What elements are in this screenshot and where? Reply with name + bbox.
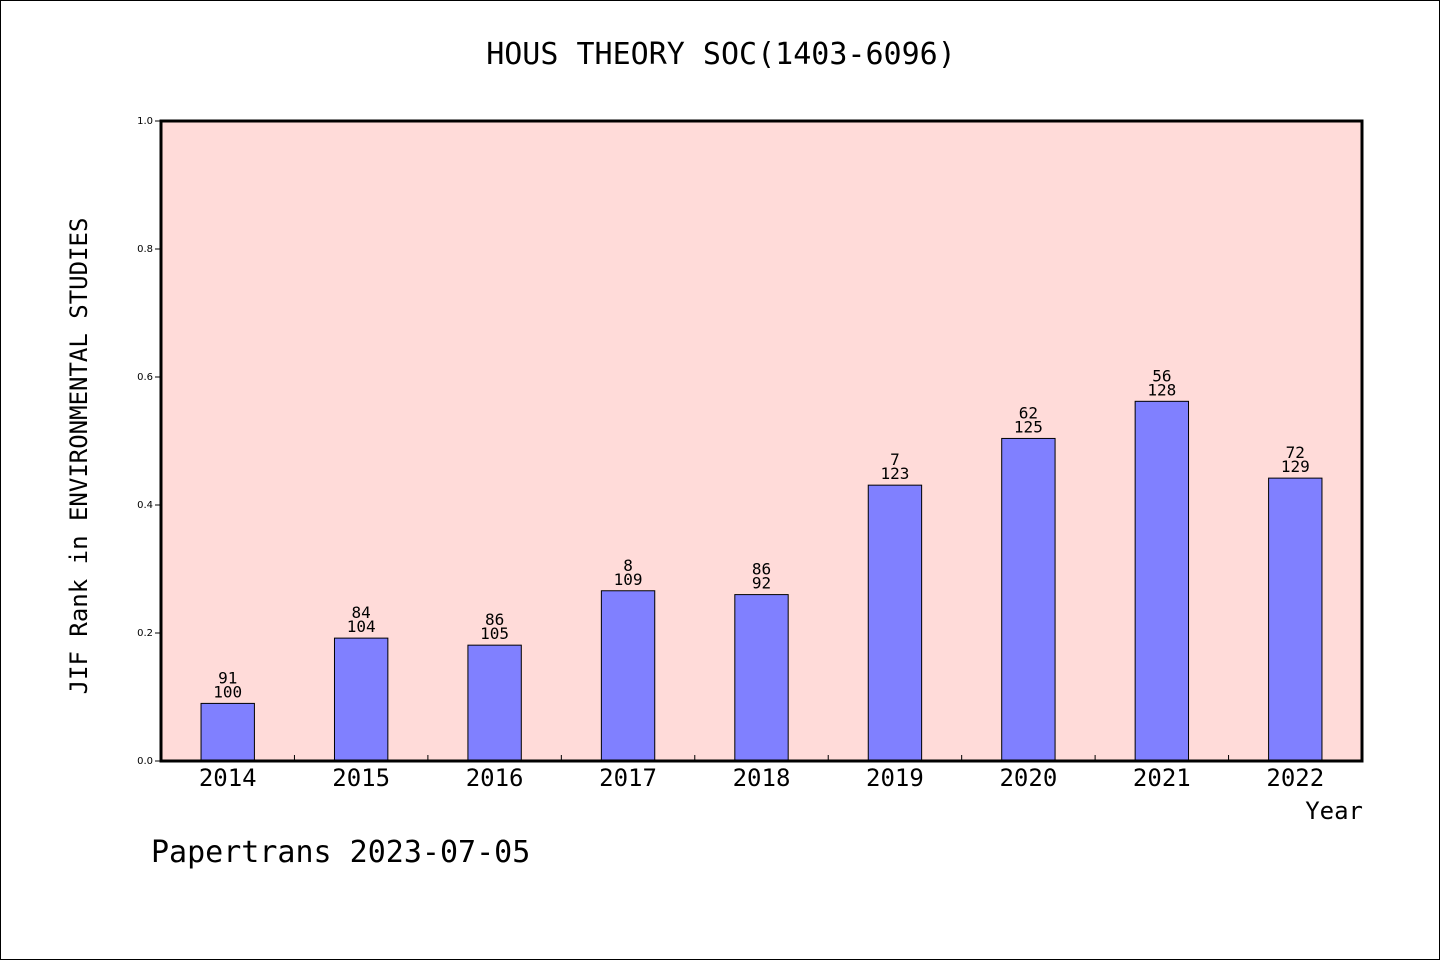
bar-total-label: 92 xyxy=(752,574,771,593)
bar-rank-label: 86 xyxy=(752,560,771,579)
bar-total-label: 125 xyxy=(1014,417,1043,436)
x-tick-label: 2017 xyxy=(599,764,657,792)
y-tick-label: 0.2 xyxy=(137,628,153,639)
bar-rank-label: 62 xyxy=(1019,403,1038,422)
y-tick-label: 0.4 xyxy=(137,500,153,511)
bar-rank-label: 7 xyxy=(890,450,900,469)
y-tick-label: 1.0 xyxy=(137,116,153,127)
x-tick-label: 2015 xyxy=(332,764,390,792)
x-axis-label: Year xyxy=(1305,797,1363,825)
bar-2014 xyxy=(200,702,255,762)
chart-title: HOUS THEORY SOC(1403-6096) xyxy=(486,37,956,72)
x-tick-label: 2014 xyxy=(199,764,257,792)
bar-rank-label: 91 xyxy=(218,668,237,687)
bar-rank-label: 72 xyxy=(1286,443,1305,462)
y-tick-label: 0.6 xyxy=(137,372,153,383)
x-tick-label: 2018 xyxy=(733,764,791,792)
bar-total-label: 105 xyxy=(480,624,509,643)
bar-rank-label: 84 xyxy=(352,603,371,622)
x-tick-label: 2022 xyxy=(1266,764,1324,792)
bar-2016 xyxy=(467,644,522,762)
bar-total-label: 123 xyxy=(880,464,909,483)
plot-frame xyxy=(159,119,1364,763)
bar-total-label: 100 xyxy=(213,682,242,701)
bar-2017 xyxy=(600,590,656,762)
bar-total-label: 129 xyxy=(1281,457,1310,476)
bar-total-label: 109 xyxy=(614,570,643,589)
bar-2022 xyxy=(1268,477,1323,762)
x-tick-label: 2016 xyxy=(466,764,524,792)
bar-rank-label: 56 xyxy=(1152,366,1171,385)
x-tick-label: 2019 xyxy=(866,764,924,792)
bar-2015 xyxy=(333,637,389,762)
x-tick-label: 2021 xyxy=(1133,764,1191,792)
bar-2021 xyxy=(1134,400,1190,762)
bar-2019 xyxy=(867,484,923,762)
x-tick-label: 2020 xyxy=(999,764,1057,792)
bar-total-label: 104 xyxy=(347,617,376,636)
y-tick-label: 0.0 xyxy=(137,756,153,767)
bar-total-label: 128 xyxy=(1147,380,1176,399)
footer-watermark: Papertrans 2023-07-05 xyxy=(151,835,531,870)
y-tick-label: 0.8 xyxy=(137,244,153,255)
bar-rank-label: 86 xyxy=(485,610,504,629)
bar-2018 xyxy=(734,594,789,762)
bar-2020 xyxy=(1001,437,1056,762)
bar-rank-label: 8 xyxy=(623,556,633,575)
